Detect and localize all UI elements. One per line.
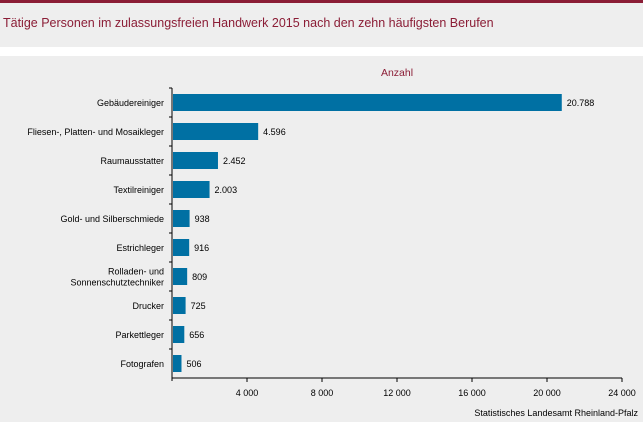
value-label: 506 — [186, 359, 201, 369]
x-tick-label: 20 000 — [533, 388, 561, 398]
chart-title: Tätige Personen im zulassungsfreien Hand… — [3, 16, 494, 30]
bar — [173, 268, 188, 285]
category-label: Rolladen- und Sonnenschutztechniker — [70, 267, 164, 288]
bar — [173, 181, 210, 198]
value-label: 656 — [189, 330, 204, 340]
bar — [173, 326, 185, 343]
category-label-line: Textilreiniger — [113, 185, 164, 195]
category-label-line: Rolladen- und — [108, 267, 164, 277]
category-label: Fotografen — [120, 359, 164, 369]
category-label-line: Parkettleger — [115, 330, 164, 340]
header: Tätige Personen im zulassungsfreien Hand… — [0, 3, 643, 47]
category-label-line: Drucker — [132, 301, 164, 311]
category-label: Parkettleger — [115, 330, 164, 340]
x-tick-label: 8 000 — [311, 388, 334, 398]
bar-chart: Anzahl 20.788 Gebäudereiniger 4.596 Fliesen… — [27, 67, 638, 418]
category-label-line: Sonnenschutztechniker — [70, 278, 164, 288]
x-tick-label: 4 000 — [236, 388, 259, 398]
chart-subtitle: Anzahl — [381, 67, 413, 79]
value-label: 809 — [192, 272, 207, 282]
value-label: 725 — [191, 301, 206, 311]
category-label: Drucker — [132, 301, 164, 311]
category-label-line: Fliesen-, Platten- und Mosaikleger — [27, 127, 164, 137]
bar — [173, 152, 218, 169]
category-label-line: Raumausstatter — [100, 156, 164, 166]
category-label: Gold- und Silberschmiede — [60, 214, 164, 224]
value-label: 938 — [195, 214, 210, 224]
bar — [173, 355, 182, 372]
value-label: 916 — [194, 243, 209, 253]
value-label: 4.596 — [263, 127, 286, 137]
category-label: Textilreiniger — [113, 185, 164, 195]
x-tick-label: 24 000 — [608, 388, 636, 398]
category-label-line: Fotografen — [120, 359, 164, 369]
bar — [173, 94, 562, 111]
bar — [173, 297, 186, 314]
bar — [173, 123, 259, 140]
category-label-line: Estrichleger — [116, 243, 164, 253]
bar — [173, 210, 190, 227]
category-label-line: Gebäudereiniger — [97, 98, 164, 108]
x-tick-label: 16 000 — [458, 388, 486, 398]
category-label: Estrichleger — [116, 243, 164, 253]
value-label: 20.788 — [567, 98, 595, 108]
source-note: Statistisches Landesamt Rheinland-Pfalz — [474, 408, 638, 418]
category-label: Raumausstatter — [100, 156, 164, 166]
category-label: Fliesen-, Platten- und Mosaikleger — [27, 127, 164, 137]
category-label-line: Gold- und Silberschmiede — [60, 214, 164, 224]
chart-panel: Anzahl 20.788 Gebäudereiniger 4.596 Fliesen… — [0, 56, 643, 422]
bar — [173, 239, 190, 256]
category-label: Gebäudereiniger — [97, 98, 164, 108]
value-label: 2.452 — [223, 156, 246, 166]
x-tick-label: 12 000 — [383, 388, 411, 398]
value-label: 2.003 — [215, 185, 238, 195]
top-accent-bar — [0, 0, 643, 3]
